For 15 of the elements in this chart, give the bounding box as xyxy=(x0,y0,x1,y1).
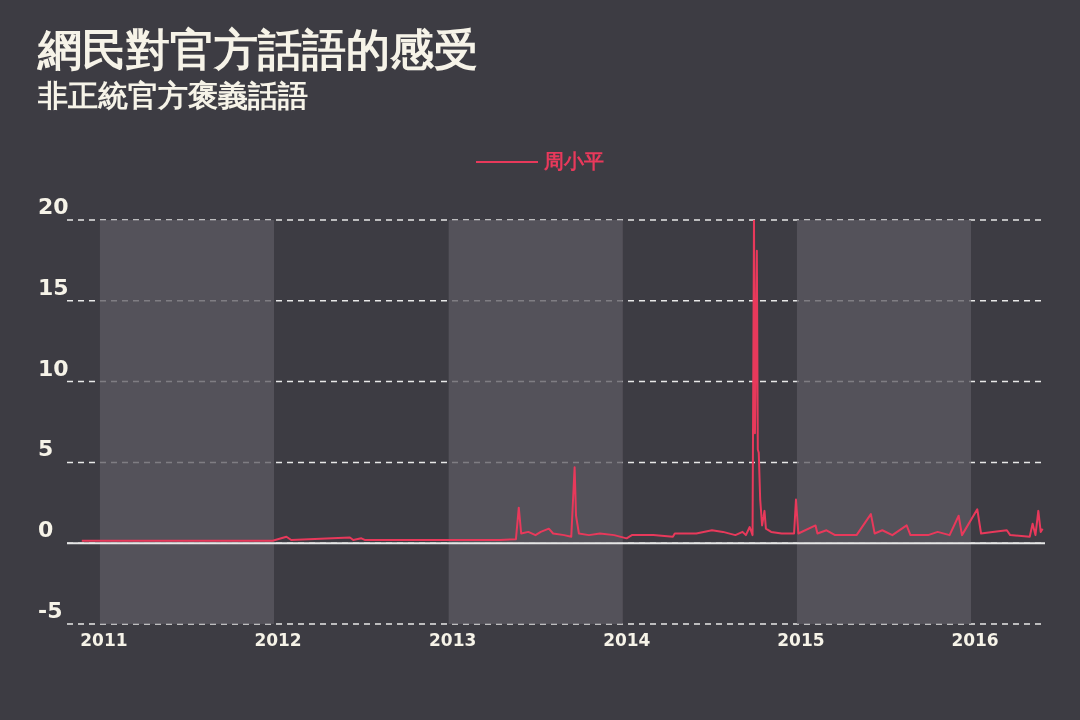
y-tick-label: 20 xyxy=(38,194,69,219)
y-tick-label: 15 xyxy=(38,274,69,300)
x-tick-label: 2012 xyxy=(254,630,302,650)
x-tick-label: 2014 xyxy=(603,630,651,650)
chart-subtitle: 非正統官方褒義話語 xyxy=(38,78,308,113)
x-tick-label: 2015 xyxy=(777,630,825,650)
y-tick-label: -5 xyxy=(38,598,63,623)
chart-title: 網民對官方話語的感受 xyxy=(38,24,478,75)
x-tick-label: 2013 xyxy=(428,630,477,650)
y-tick-label: 10 xyxy=(38,355,69,381)
x-tick-label: 2016 xyxy=(951,630,999,650)
y-tick-label: 5 xyxy=(38,436,54,462)
legend-label: 周小平 xyxy=(544,148,604,175)
x-tick-label: 2011 xyxy=(80,630,128,650)
y-tick-label: 0 xyxy=(38,517,54,543)
